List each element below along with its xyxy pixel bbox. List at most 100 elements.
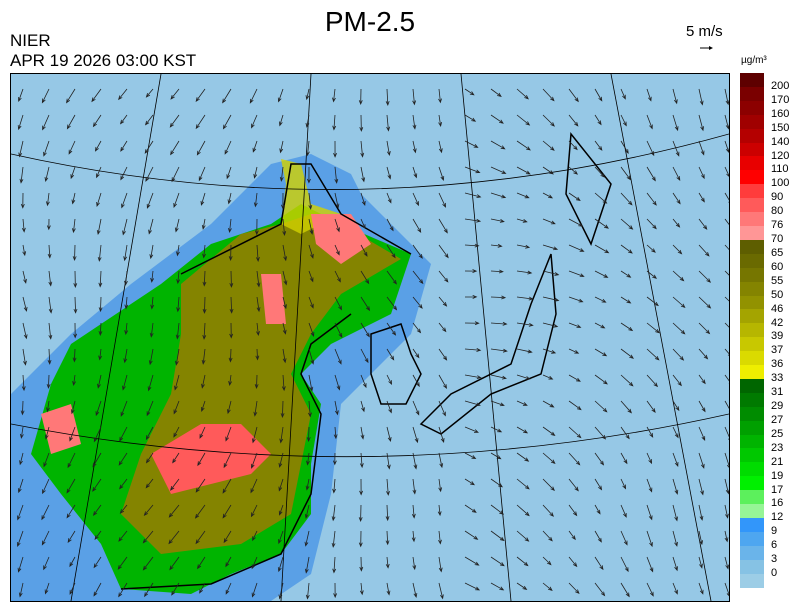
- wind-arrow: [620, 504, 627, 518]
- wind-arrow: [698, 166, 705, 180]
- wind-arrow: [360, 270, 370, 285]
- wind-arrow: [46, 400, 50, 413]
- wind-arrow: [542, 504, 554, 517]
- wind-arrow: [332, 452, 337, 466]
- wind-arrow: [359, 114, 364, 132]
- wind-arrow: [92, 452, 102, 468]
- wind-arrow: [279, 140, 284, 154]
- wind-arrow: [594, 296, 607, 303]
- wind-arrow: [698, 374, 706, 385]
- wind-arrow: [19, 166, 24, 184]
- wind-arrow: [568, 400, 582, 411]
- wind-arrow: [280, 192, 285, 210]
- timestamp-label: APR 19 2026 03:00 KST: [10, 51, 197, 70]
- wind-arrow: [94, 530, 102, 540]
- wind-arrow: [360, 296, 371, 312]
- wind-arrow: [280, 400, 285, 418]
- wind-arrow: [359, 478, 364, 496]
- legend-swatch: [740, 198, 764, 213]
- wind-arrow: [21, 218, 26, 233]
- wind-arrow: [438, 374, 448, 389]
- wind-arrow: [490, 556, 505, 567]
- wind-arrow: [412, 582, 418, 599]
- legend-swatch: [740, 212, 764, 226]
- wind-arrow: [646, 296, 659, 307]
- legend-label: 37: [771, 344, 784, 357]
- wind-arrow: [698, 400, 706, 413]
- wind-arrow: [438, 400, 446, 417]
- wind-arrow: [305, 582, 310, 600]
- wind-arrow: [646, 374, 659, 388]
- wind-arrow: [646, 88, 652, 102]
- wind-arrow: [72, 244, 77, 262]
- wind-arrow: [360, 322, 370, 338]
- wind-arrow: [98, 296, 103, 313]
- legend-swatch: [740, 504, 764, 518]
- wind-arrow: [724, 530, 729, 543]
- wind-arrow: [66, 504, 76, 519]
- wind-arrow: [438, 426, 445, 443]
- wind-arrow: [516, 88, 529, 100]
- wind-arrow: [173, 192, 180, 208]
- wind-arrow: [19, 452, 24, 466]
- wind-arrow: [594, 114, 602, 126]
- wind-arrow: [437, 504, 442, 517]
- wind-arrow: [698, 426, 706, 442]
- wind-arrow: [438, 166, 445, 182]
- wind-arrow: [516, 504, 530, 517]
- legend-swatch: [740, 86, 764, 101]
- wind-arrow: [17, 478, 24, 494]
- wind-arrow: [308, 192, 313, 210]
- legend-swatch: [740, 392, 764, 407]
- wind-arrow: [256, 270, 261, 288]
- legend-swatch: [740, 545, 764, 560]
- wind-arrow: [412, 140, 417, 154]
- wind-arrow: [334, 322, 343, 338]
- wind-arrow: [386, 348, 395, 361]
- legend-swatch: [740, 281, 764, 296]
- wind-arrow: [594, 244, 610, 254]
- wind-arrow: [516, 556, 529, 567]
- wind-arrow: [91, 88, 102, 103]
- wind-arrow: [334, 270, 341, 283]
- wind-arrow: [145, 166, 154, 182]
- wind-arrow: [48, 270, 53, 287]
- wind-arrow: [542, 166, 554, 175]
- wind-arrow: [331, 504, 336, 522]
- wind-arrow: [66, 478, 76, 494]
- wind-arrow: [464, 530, 479, 540]
- wind-arrow: [72, 348, 77, 363]
- wind-arrow: [490, 426, 503, 433]
- pm25-map[interactable]: [10, 73, 730, 602]
- wind-arrow: [542, 400, 555, 408]
- wind-arrow: [144, 114, 154, 126]
- wind-arrow: [69, 556, 76, 568]
- wind-arrow: [568, 270, 585, 278]
- wind-arrow: [646, 426, 654, 438]
- wind-arrow: [282, 218, 287, 236]
- wind-arrow: [250, 504, 258, 518]
- wind-arrow: [308, 270, 314, 283]
- wind-arrow: [44, 582, 50, 595]
- legend-label: 55: [771, 274, 784, 287]
- legend-unit: µg/m³: [741, 55, 767, 66]
- wind-arrow: [698, 556, 703, 569]
- wind-arrow: [620, 530, 628, 546]
- wind-arrow: [170, 88, 180, 100]
- wind-arrow: [464, 374, 482, 380]
- wind-arrow: [724, 244, 729, 251]
- wind-arrow: [724, 192, 729, 203]
- wind-arrow: [516, 166, 531, 175]
- wind-arrow: [199, 426, 206, 439]
- wind-arrow: [304, 504, 310, 519]
- wind-arrow: [253, 400, 258, 417]
- wind-arrow: [464, 218, 482, 223]
- wind-arrow: [199, 582, 206, 594]
- wind-arrow: [646, 244, 656, 253]
- wind-arrow: [254, 218, 259, 236]
- wind-arrow: [72, 374, 76, 386]
- wind-arrow: [20, 192, 25, 209]
- hotspot-red: [151, 424, 271, 494]
- wind-arrow: [197, 452, 206, 467]
- wind-arrow: [168, 530, 180, 545]
